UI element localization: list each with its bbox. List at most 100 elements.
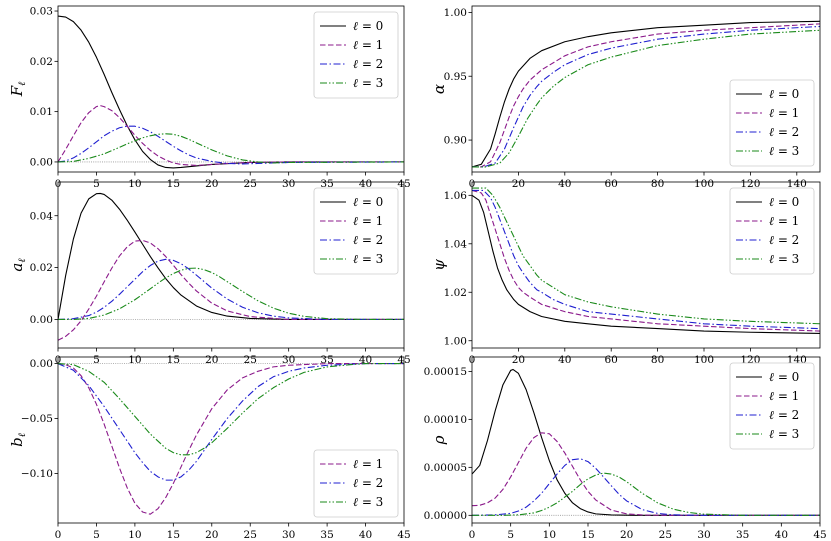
x-tick-label: 15	[167, 354, 180, 366]
y-tick-label: −0.10	[21, 468, 53, 480]
x-tick-label: 25	[244, 178, 257, 190]
legend-label: ℓ = 3	[769, 252, 799, 266]
axes-frame	[471, 5, 821, 173]
x-tick-label: 10	[543, 529, 556, 541]
legend-label: ℓ = 3	[769, 427, 799, 441]
legend-label: ℓ = 1	[769, 214, 799, 228]
legend-box	[313, 11, 399, 99]
x-tick-label: 80	[651, 178, 664, 190]
series-line-1	[472, 23, 820, 168]
series-line-1	[58, 239, 404, 341]
y-tick-label: 0.04	[30, 210, 54, 222]
legend-label: ℓ = 1	[769, 389, 799, 403]
y-tick-label: 1.00	[444, 335, 467, 347]
legend: ℓ = 0 ℓ = 1 ℓ = 2 ℓ = 3	[729, 362, 815, 450]
x-tick-label: 25	[659, 529, 672, 541]
x-tick-label: 35	[320, 178, 333, 190]
series-line-1	[472, 432, 820, 516]
x-tick-label: 20	[512, 354, 525, 366]
x-tick-label: 120	[740, 178, 760, 190]
x-tick-label: 10	[128, 178, 141, 190]
series-line-3	[58, 363, 404, 456]
y-axis-label: aℓ	[8, 258, 28, 271]
legend: ℓ = 0 ℓ = 1 ℓ = 2 ℓ = 3	[313, 11, 399, 99]
legend: ℓ = 1 ℓ = 2 ℓ = 3	[313, 449, 399, 518]
x-tick-label: 25	[244, 529, 257, 541]
chart-panel-6: 0 5 10 15 20 25 30 35 40 45 0.00000 0.00005 0.00010 0…	[424, 356, 827, 541]
x-tick-label: 15	[581, 529, 594, 541]
y-tick-label: 0.01	[30, 106, 53, 118]
y-tick-label: 0.90	[444, 135, 467, 147]
series-line-0	[472, 368, 820, 516]
legend-label: ℓ = 3	[353, 495, 383, 509]
series-line-2	[472, 25, 820, 168]
y-axis-label: bℓ	[8, 433, 28, 447]
x-tick-label: 40	[558, 354, 571, 366]
series-line-2	[58, 258, 404, 321]
y-tick-label: 0.00000	[424, 510, 467, 522]
y-axis-label: ψ	[430, 259, 448, 271]
y-tick-label: 0.03	[30, 6, 53, 18]
series-line-2	[472, 189, 820, 330]
y-tick-label: 0.02	[30, 262, 53, 274]
legend-label: ℓ = 3	[769, 144, 799, 158]
y-axis-label: α	[430, 84, 448, 94]
x-tick-label: 5	[93, 354, 100, 366]
x-tick-label: 100	[694, 354, 714, 366]
x-tick-label: 45	[397, 529, 410, 541]
x-tick-label: 0	[469, 529, 476, 541]
axes-frame	[57, 181, 405, 349]
axes-frame	[471, 356, 821, 524]
y-tick-label: 1.02	[444, 287, 467, 299]
x-tick-label: 10	[128, 529, 141, 541]
x-tick-label: 35	[320, 529, 333, 541]
x-tick-label: 10	[128, 354, 141, 366]
legend: ℓ = 0 ℓ = 1 ℓ = 2 ℓ = 3	[313, 187, 399, 275]
legend-label: ℓ = 0	[353, 195, 383, 209]
x-tick-label: 30	[282, 529, 295, 541]
series-line-2	[472, 458, 820, 516]
y-tick-label: 0.00010	[424, 414, 467, 426]
x-tick-label: 60	[605, 178, 618, 190]
x-tick-label: 40	[359, 529, 372, 541]
legend-box	[729, 362, 815, 450]
y-axis-label: Fℓ	[8, 82, 28, 98]
y-tick-label: 1.04	[444, 238, 468, 250]
x-tick-label: 5	[507, 529, 514, 541]
y-tick-label: 0.00005	[424, 462, 467, 474]
series-line-3	[472, 29, 820, 168]
series-line-0	[472, 194, 820, 335]
legend-box	[729, 187, 815, 275]
legend-label: ℓ = 1	[769, 106, 799, 120]
y-tick-label: 0.00015	[424, 366, 467, 378]
series-line-3	[472, 472, 820, 516]
y-tick-label: 0.00	[30, 314, 53, 326]
legend-label: ℓ = 3	[353, 252, 383, 266]
y-tick-label: 0.00	[30, 157, 53, 169]
axes-frame	[57, 356, 405, 524]
legend-label: ℓ = 0	[769, 87, 799, 101]
legend-box	[313, 187, 399, 275]
y-axis-label: ρ	[430, 435, 448, 445]
series-line-0	[472, 20, 820, 168]
legend-label: ℓ = 1	[353, 214, 383, 228]
x-tick-label: 35	[736, 529, 749, 541]
series-line-1	[58, 363, 404, 515]
x-tick-label: 30	[697, 529, 710, 541]
axes-frame	[471, 181, 821, 349]
y-tick-label: 1.06	[444, 190, 468, 202]
series-line-3	[472, 187, 820, 325]
legend-label: ℓ = 2	[769, 408, 799, 422]
x-tick-label: 40	[359, 178, 372, 190]
legend-label: ℓ = 1	[353, 38, 383, 52]
legend-label: ℓ = 3	[353, 76, 383, 90]
legend-label: ℓ = 2	[353, 57, 383, 71]
legend-box	[313, 449, 399, 518]
y-tick-label: −0.05	[21, 413, 53, 425]
y-tick-label: 0.00	[30, 358, 53, 370]
x-tick-label: 20	[620, 529, 633, 541]
x-tick-label: 20	[512, 178, 525, 190]
